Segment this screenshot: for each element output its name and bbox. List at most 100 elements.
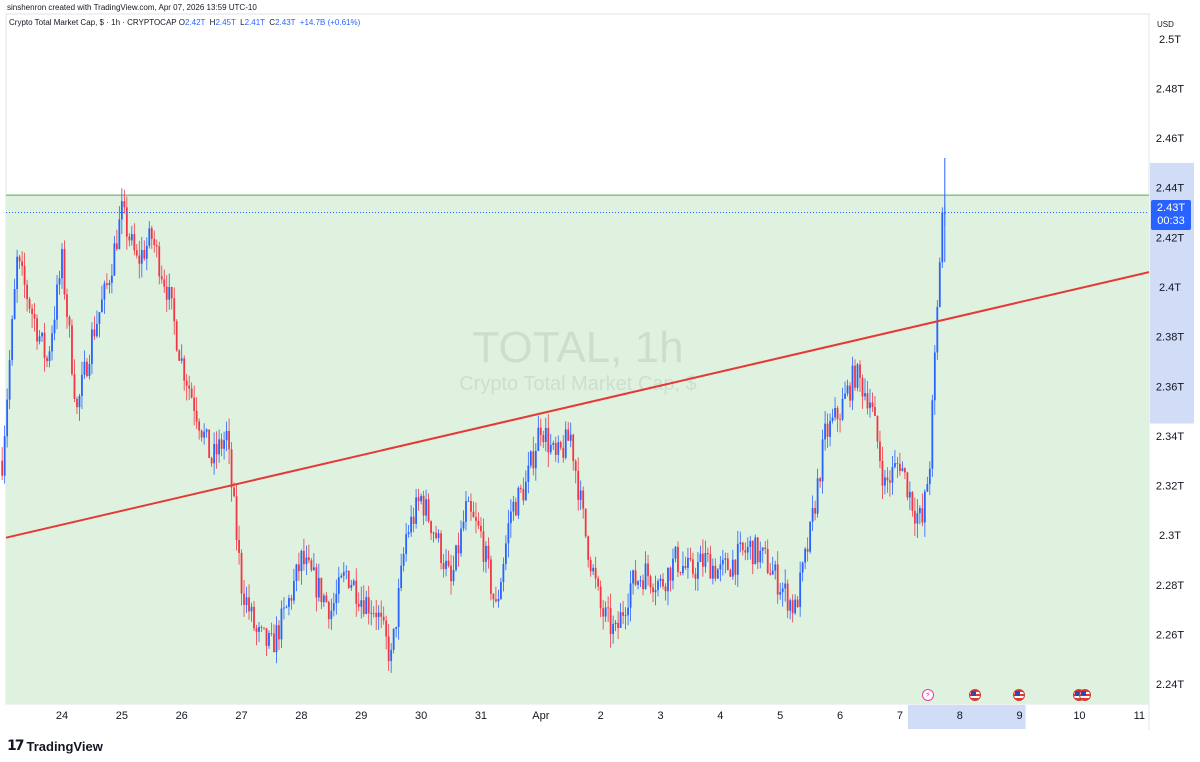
candle-body	[529, 451, 532, 466]
candle-body	[517, 487, 520, 516]
candle-body	[108, 282, 111, 286]
candle-body	[322, 595, 325, 603]
range-zone[interactable]	[6, 195, 1149, 704]
candle-body	[632, 570, 634, 584]
candle-body	[48, 351, 51, 362]
candle-body	[460, 528, 462, 554]
candle-body	[913, 510, 916, 524]
symbol-line[interactable]: Crypto Total Market Cap, $ · 1h · CRYPTO…	[9, 18, 177, 27]
candle-body	[447, 560, 450, 566]
candle-body	[894, 463, 896, 468]
candle-body	[365, 597, 368, 614]
candle-body	[572, 434, 575, 462]
trendline[interactable]	[5, 271, 1150, 539]
time-axis-label: 28	[295, 710, 307, 722]
price-axis[interactable]: 2.5T 2.48T 2.46T 2.44T 2.42T 2.4T 2.38T 2.36T 2.…	[1156, 34, 1184, 691]
candle-body	[235, 496, 238, 540]
candle-body	[452, 570, 455, 582]
symbol-legend[interactable]: Crypto Total Market Cap, $ · 1h · CRYPTO…	[9, 18, 360, 27]
candle-body	[622, 612, 624, 616]
candles-series[interactable]	[1, 157, 946, 673]
us-flag-icon[interactable]	[1079, 689, 1091, 701]
candle-body	[871, 402, 874, 407]
candle-body	[470, 501, 472, 512]
candle-body	[739, 542, 742, 545]
candle-body	[133, 234, 136, 251]
candle-body	[891, 467, 894, 483]
time-axis-label: 9	[1017, 710, 1023, 722]
candle-body	[766, 549, 769, 573]
candle-body	[938, 262, 941, 307]
candle-body	[68, 316, 71, 326]
candle-body	[796, 599, 799, 608]
candle-body	[28, 299, 31, 309]
tradingview-logo[interactable]: 17 TradingView	[7, 738, 103, 754]
candle-body	[450, 565, 452, 582]
time-axis-label: 8	[957, 710, 963, 722]
candle-body	[300, 550, 303, 572]
candle-body	[200, 430, 203, 438]
candle-body	[145, 245, 148, 259]
candle-body	[312, 567, 315, 571]
candle-body	[183, 358, 186, 381]
price-axis-label: 2.34T	[1156, 431, 1184, 443]
candle-body	[218, 439, 221, 455]
candle-body	[941, 212, 944, 263]
time-axis-label: 6	[837, 710, 843, 722]
candle-body	[250, 606, 253, 612]
us-flag-icon[interactable]	[1013, 689, 1025, 701]
candle-body	[617, 622, 620, 628]
candle-body	[295, 564, 298, 582]
candle-body	[811, 507, 814, 522]
candle-body	[607, 607, 610, 609]
high-label: H	[209, 18, 216, 27]
candle-body	[110, 275, 113, 283]
candle-body	[716, 569, 719, 579]
candle-body	[599, 586, 602, 609]
candle-body	[509, 511, 512, 524]
candle-body	[834, 408, 836, 418]
candle-body	[367, 597, 370, 614]
currency-label[interactable]: USD	[1157, 20, 1174, 29]
candle-body	[185, 380, 188, 386]
candle-body	[390, 649, 393, 662]
candle-body	[906, 472, 909, 498]
candle-body	[128, 236, 131, 241]
chart-credit: sinshenron created with TradingView.com,…	[7, 3, 257, 12]
candle-body	[320, 577, 323, 603]
candle-body	[901, 468, 904, 471]
candle-body	[903, 468, 906, 473]
candle-body	[884, 477, 886, 486]
lightning-icon[interactable]: ⚡	[922, 689, 934, 701]
candle-body	[372, 613, 375, 614]
candle-body	[789, 600, 792, 611]
candle-body	[143, 249, 146, 259]
time-axis-label: 29	[355, 710, 367, 722]
price-axis-label: 2.3T	[1159, 530, 1181, 542]
candle-body	[577, 470, 580, 500]
candle-body	[594, 567, 597, 579]
candle-body	[118, 219, 121, 249]
candle-body	[135, 250, 138, 256]
candle-body	[43, 332, 46, 358]
us-flag-icon[interactable]	[969, 689, 981, 701]
low-value: 2.41T	[244, 18, 266, 27]
candle-body	[402, 554, 405, 566]
candle-body	[58, 278, 61, 285]
candle-body	[377, 612, 380, 618]
time-axis[interactable]: 24 25 26 27 28 29 30 31 Apr 2 3 4 5 6 7 8 9 10 11	[56, 710, 1145, 722]
candle-body	[370, 613, 373, 614]
candle-body	[485, 545, 487, 562]
candle-body	[88, 363, 91, 377]
candle-body	[579, 490, 582, 500]
last-price-value: 2.43T	[1156, 202, 1186, 214]
candle-body	[669, 567, 672, 581]
candle-body	[440, 533, 442, 564]
price-axis-label: 2.24T	[1156, 679, 1184, 691]
candle-body	[195, 410, 198, 422]
candle-body	[420, 495, 422, 502]
price-axis-label: 2.28T	[1156, 580, 1184, 592]
candle-body	[340, 575, 343, 578]
candle-body	[881, 461, 884, 486]
